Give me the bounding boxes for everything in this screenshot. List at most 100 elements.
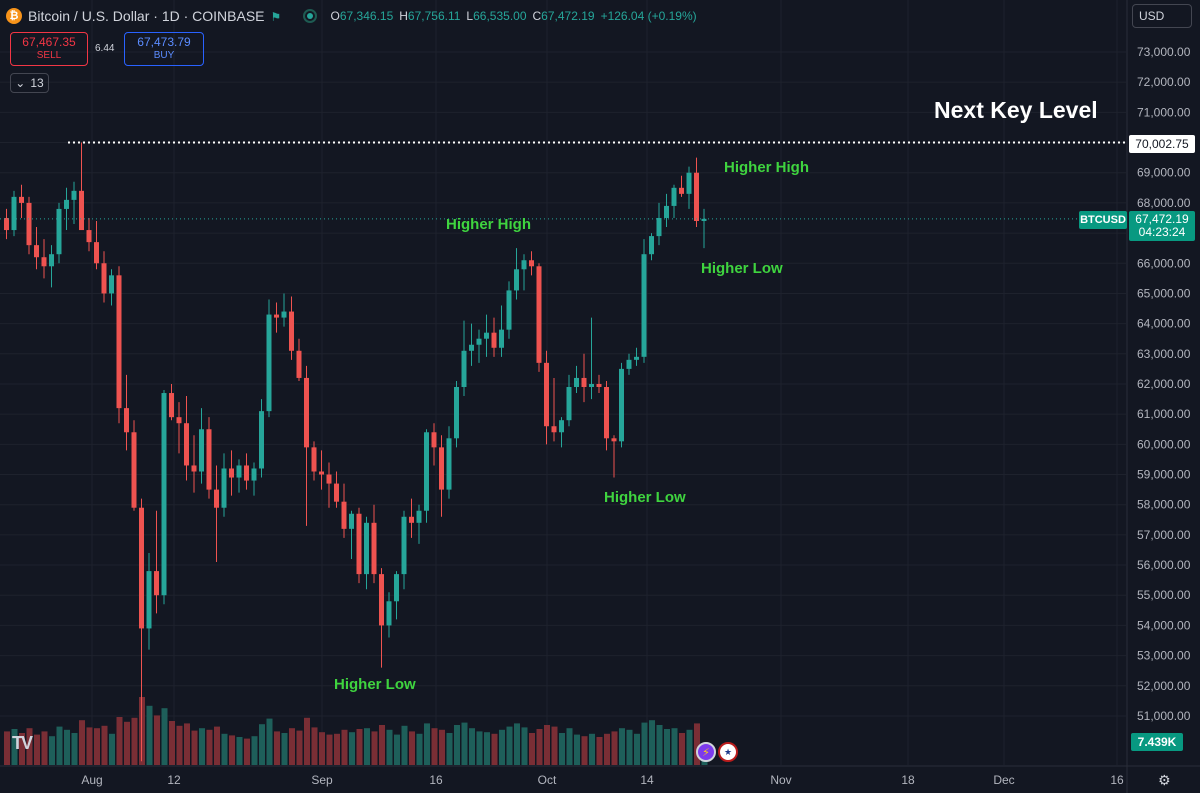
candle <box>56 202 62 264</box>
candle <box>356 507 362 584</box>
x-tick-label: Sep <box>311 773 333 787</box>
annotation-higher-low-2[interactable]: Higher Low <box>604 489 686 506</box>
y-tick-label: 60,000.00 <box>1137 437 1191 451</box>
candle-body <box>611 438 617 442</box>
bitcoin-icon: ₿ <box>6 8 22 24</box>
candle-body <box>656 217 662 237</box>
candle <box>139 498 144 762</box>
volume-bar <box>484 732 490 765</box>
symbol-header[interactable]: ₿ Bitcoin / U.S. Dollar · 1D · COINBASE … <box>6 4 697 28</box>
volume-bar <box>394 734 400 765</box>
candle-body <box>371 522 377 575</box>
volume-bar <box>124 721 130 765</box>
chart-grid <box>0 0 1126 765</box>
volume-bar <box>679 733 685 765</box>
candle <box>371 504 377 584</box>
volume-bar <box>431 728 438 765</box>
candle-body <box>19 196 24 203</box>
candle-body <box>109 275 114 294</box>
candle <box>506 281 512 339</box>
candle <box>236 459 242 493</box>
candle-body <box>491 332 497 348</box>
flag-icon[interactable]: ⚑ <box>270 10 282 24</box>
candle <box>604 380 609 451</box>
candle <box>364 516 369 590</box>
volume-bar <box>454 725 460 765</box>
candle-body <box>176 417 182 424</box>
annotation-next-key-level[interactable]: Next Key Level <box>934 97 1098 123</box>
volume-bar <box>86 727 93 765</box>
candle-body <box>551 426 557 433</box>
annotation-higher-low-3[interactable]: Higher Low <box>701 260 783 277</box>
volume-bar <box>311 727 318 765</box>
candle-body <box>394 574 399 602</box>
volume-bar <box>401 725 408 765</box>
candle-body <box>341 501 347 529</box>
candle-body <box>604 386 609 439</box>
annotation-higher-high-1[interactable]: Higher High <box>446 216 531 233</box>
x-tick-label: 12 <box>167 773 181 787</box>
candle <box>41 239 47 279</box>
volume-bar <box>664 729 670 765</box>
y-tick-label: 66,000.00 <box>1137 256 1191 270</box>
volume-bar <box>386 729 393 765</box>
candle-body <box>544 362 549 427</box>
candle <box>484 314 489 357</box>
candle-body <box>319 471 324 475</box>
candle-body <box>499 329 504 348</box>
candle-body <box>416 510 422 523</box>
annotation-higher-low-1[interactable]: Higher Low <box>334 676 416 693</box>
candle-body <box>274 314 279 318</box>
candle <box>469 323 474 366</box>
volume-bar <box>116 717 123 765</box>
candle <box>169 383 174 421</box>
candle <box>34 227 39 270</box>
candle <box>401 510 407 590</box>
x-tick-label: Nov <box>770 773 791 787</box>
lightning-icon[interactable]: ⚡ <box>696 742 716 762</box>
candle <box>341 483 347 538</box>
candle-body <box>266 314 272 412</box>
volume-bar <box>131 717 138 765</box>
candle-body <box>116 275 122 409</box>
currency-selector[interactable]: USD <box>1132 4 1192 28</box>
candle <box>619 362 624 448</box>
volume-bar <box>529 733 535 765</box>
candle-body <box>574 377 579 387</box>
candle-body <box>169 393 174 418</box>
volume-bar <box>266 718 273 765</box>
tradingview-logo[interactable]: TV <box>12 733 33 753</box>
volume-bar <box>514 723 520 765</box>
y-tick-label: 56,000.00 <box>1137 558 1191 572</box>
candle-body <box>229 468 234 478</box>
volume-bar <box>146 705 153 765</box>
us-flag-icon[interactable]: ★ <box>718 742 738 762</box>
volume-bar <box>319 732 325 765</box>
candle-body <box>11 196 17 231</box>
indicators-toggle[interactable]: ⌄ 13 <box>10 73 49 93</box>
candle-body <box>424 432 429 511</box>
gear-icon[interactable]: ⚙ <box>1158 772 1171 788</box>
indicator-count: 13 <box>30 76 44 90</box>
candle-body <box>529 260 534 267</box>
symbol-title[interactable]: Bitcoin / U.S. Dollar · 1D · COINBASE <box>28 8 265 24</box>
candle-body <box>559 420 564 433</box>
candle <box>544 350 549 445</box>
volume-bar <box>161 708 168 765</box>
candle <box>184 396 189 481</box>
volume-bar <box>521 727 528 765</box>
candle <box>394 571 399 620</box>
buy-button[interactable]: 67,473.79 BUY <box>124 32 204 66</box>
candle-body <box>131 432 137 508</box>
volume-bar <box>379 725 385 765</box>
sell-label: SELL <box>36 50 62 61</box>
sell-button[interactable]: 67,467.35 SELL <box>10 32 88 66</box>
volume-bar <box>439 729 445 765</box>
annotation-higher-high-2[interactable]: Higher High <box>724 159 809 176</box>
candle-body <box>304 377 309 448</box>
volume-bar <box>154 715 160 765</box>
volume-bar <box>184 723 190 765</box>
candle <box>641 239 647 363</box>
candles <box>4 142 707 762</box>
